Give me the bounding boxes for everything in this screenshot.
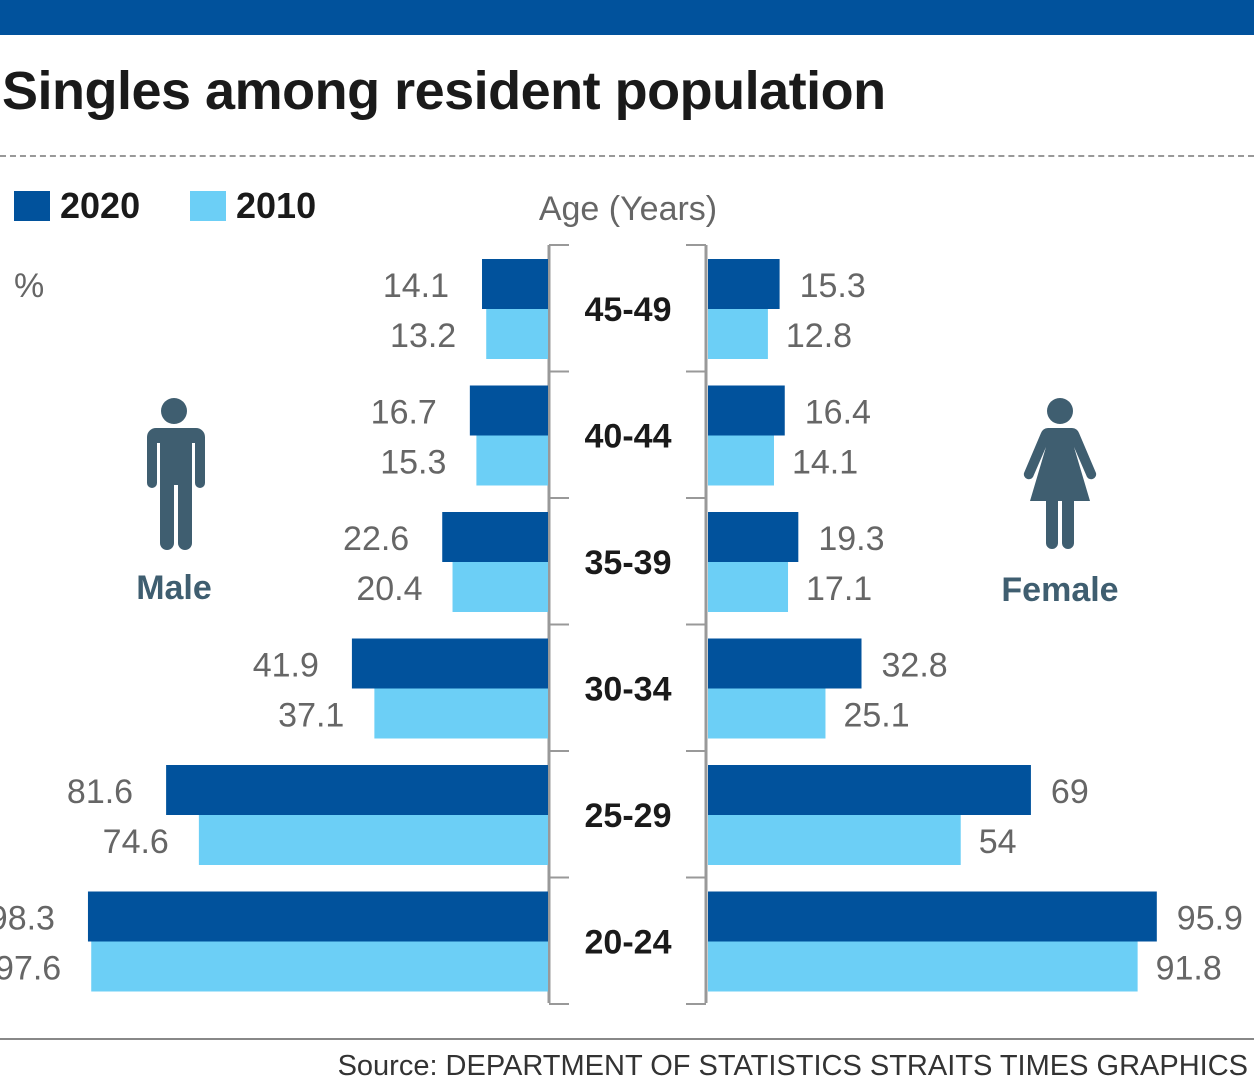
male-bar-2010-20-24 — [91, 941, 549, 992]
legend-swatch-2010 — [190, 191, 226, 221]
center-axis-label: Age (Years) — [539, 190, 717, 228]
female-bar-2020-30-34 — [708, 638, 862, 689]
age-label-30-34: 30-34 — [585, 671, 672, 709]
legend-item-2020: 2020 — [14, 185, 140, 227]
male-bar-2010-40-44 — [476, 435, 548, 486]
unit-label: % — [14, 267, 44, 305]
female-value-label: 54 — [979, 823, 1017, 861]
male-bar-2020-30-34 — [351, 638, 548, 689]
top-bar — [0, 0, 1254, 35]
female-value-label: 95.9 — [1177, 900, 1243, 938]
female-value-label: 14.1 — [792, 444, 858, 482]
male-bar-2020-25-29 — [166, 765, 548, 815]
legend-label: 2010 — [236, 185, 317, 226]
divider — [0, 155, 1254, 157]
male-label: Male — [136, 569, 212, 607]
female-value-label: 91.8 — [1156, 950, 1222, 988]
age-label-45-49: 45-49 — [585, 291, 672, 329]
female-bar-2010-35-39 — [708, 562, 789, 612]
legend-item-2010: 2010 — [190, 185, 316, 227]
male-value-label: 97.6 — [0, 950, 61, 988]
female-value-label: 16.4 — [805, 394, 871, 432]
female-bar-2020-40-44 — [708, 385, 785, 436]
male-icon — [161, 398, 187, 424]
male-bar-2010-35-39 — [452, 562, 548, 612]
male-icon — [147, 428, 205, 550]
male-value-label: 98.3 — [0, 900, 55, 938]
male-bar-2020-35-39 — [442, 512, 548, 562]
female-value-label: 19.3 — [818, 520, 884, 558]
female-bar-2020-45-49 — [708, 259, 780, 309]
female-value-label: 69 — [1051, 773, 1089, 811]
male-value-label: 37.1 — [278, 697, 344, 735]
legend-swatch-2020 — [14, 191, 50, 221]
legend-label: 2020 — [60, 185, 141, 226]
male-value-label: 74.6 — [103, 823, 169, 861]
male-value-label: 14.1 — [383, 267, 449, 305]
female-bar-2010-20-24 — [708, 941, 1138, 992]
female-bar-2020-25-29 — [708, 765, 1031, 815]
male-value-label: 41.9 — [253, 647, 319, 685]
female-value-label: 25.1 — [843, 697, 909, 735]
male-value-label: 20.4 — [356, 570, 422, 608]
age-label-40-44: 40-44 — [585, 418, 672, 456]
male-bar-2020-45-49 — [482, 259, 548, 309]
female-icon — [1023, 428, 1097, 549]
female-bar-2010-30-34 — [708, 688, 826, 739]
male-value-label: 16.7 — [371, 394, 437, 432]
female-label: Female — [1001, 571, 1118, 609]
male-bar-2010-25-29 — [198, 815, 548, 865]
age-label-35-39: 35-39 — [585, 544, 672, 582]
male-value-label: 22.6 — [343, 520, 409, 558]
bottom-divider — [0, 1038, 1254, 1040]
male-bar-2020-20-24 — [87, 891, 549, 942]
female-value-label: 17.1 — [806, 570, 872, 608]
female-value-label: 15.3 — [800, 267, 866, 305]
chart-title: Singles among resident population — [2, 61, 886, 121]
female-bar-2020-35-39 — [708, 512, 799, 562]
male-value-label: 15.3 — [380, 444, 446, 482]
female-value-label: 32.8 — [882, 647, 948, 685]
male-bar-2010-45-49 — [486, 309, 548, 359]
male-bar-2010-30-34 — [374, 688, 548, 739]
male-value-label: 13.2 — [390, 317, 456, 355]
male-value-label: 81.6 — [67, 773, 133, 811]
age-label-20-24: 20-24 — [585, 924, 672, 962]
age-label-25-29: 25-29 — [585, 797, 672, 835]
source-note: Source: DEPARTMENT OF STATISTICS STRAITS… — [337, 1050, 1248, 1082]
female-value-label: 12.8 — [786, 317, 852, 355]
female-bar-2010-40-44 — [708, 435, 774, 486]
male-bar-2020-40-44 — [469, 385, 548, 436]
female-bar-2010-25-29 — [708, 815, 961, 865]
female-icon — [1047, 398, 1073, 424]
female-bar-2010-45-49 — [708, 309, 768, 359]
female-bar-2020-20-24 — [708, 891, 1157, 942]
